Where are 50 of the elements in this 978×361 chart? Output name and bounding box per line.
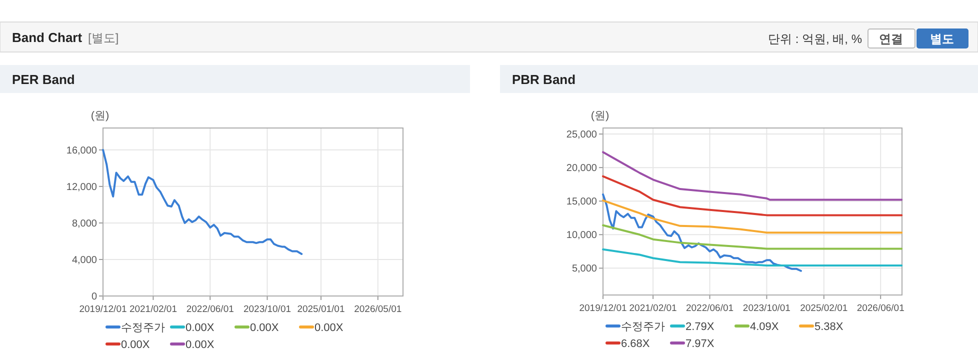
y-tick-label: 20,000 bbox=[566, 163, 598, 174]
chart-title: PER Band bbox=[12, 72, 75, 87]
text: Band Chart bbox=[12, 30, 83, 45]
legend-label: 7.97X bbox=[686, 338, 715, 350]
legend-label: 0.00X bbox=[314, 322, 344, 334]
legend-label: 0.00X bbox=[250, 322, 280, 334]
line-series bbox=[102, 148, 303, 255]
y-tick-label: 8,000 bbox=[72, 218, 98, 230]
legend-label: 6.68X bbox=[621, 338, 650, 350]
text: 단위 : 억원, 배, % bbox=[768, 32, 862, 46]
y-tick-label: 25,000 bbox=[566, 130, 598, 141]
line-series bbox=[602, 248, 903, 266]
legend-label: 수정주가 bbox=[621, 321, 665, 333]
x-tick-label: 2025/02/01 bbox=[800, 303, 848, 314]
line-series bbox=[602, 175, 903, 216]
line-series bbox=[602, 151, 903, 201]
legend-label: 4.09X bbox=[750, 321, 780, 333]
legend-label: 5.38X bbox=[814, 321, 844, 333]
x-tick-label: 2023/10/01 bbox=[243, 304, 292, 315]
y-tick-label: 12,000 bbox=[66, 182, 98, 193]
y-axis-title: (원) bbox=[90, 110, 110, 122]
legend-label: 0.00X bbox=[186, 322, 215, 334]
y-tick-label: 15,000 bbox=[566, 196, 598, 208]
x-tick-label: 2025/01/01 bbox=[297, 304, 345, 315]
y-tick-label: 10,000 bbox=[566, 230, 598, 242]
line-series bbox=[602, 193, 802, 272]
x-tick-label: 2022/06/01 bbox=[186, 304, 234, 315]
y-tick-label: 16,000 bbox=[66, 145, 98, 156]
legend-label: 수정주가 bbox=[121, 322, 165, 334]
x-tick-label: 2026/05/01 bbox=[354, 304, 402, 315]
y-axis-title: (원) bbox=[590, 110, 610, 122]
chart-title: PBR Band bbox=[512, 72, 576, 87]
x-tick-label: 2023/10/01 bbox=[742, 303, 790, 314]
legend-label: 0.00X bbox=[121, 339, 150, 351]
x-tick-label: 2019/12/01 bbox=[579, 303, 627, 314]
y-tick-label: 4,000 bbox=[72, 254, 98, 266]
text: 별도 bbox=[930, 32, 954, 46]
x-tick-label: 2026/06/01 bbox=[856, 303, 904, 314]
line-series bbox=[602, 199, 903, 234]
x-tick-label: 2022/06/01 bbox=[686, 303, 734, 314]
legend-label: 2.79X bbox=[686, 321, 715, 333]
y-tick-label: 0 bbox=[91, 292, 98, 302]
text: 연결 bbox=[879, 32, 903, 46]
x-tick-label: 2021/02/01 bbox=[629, 303, 677, 314]
text: [별도] bbox=[88, 31, 119, 45]
y-tick-label: 5,000 bbox=[572, 264, 598, 275]
line-series bbox=[602, 224, 903, 250]
x-tick-label: 2019/12/01 bbox=[79, 304, 127, 315]
x-tick-label: 2021/02/01 bbox=[129, 304, 177, 315]
legend-label: 0.00X bbox=[186, 339, 215, 351]
